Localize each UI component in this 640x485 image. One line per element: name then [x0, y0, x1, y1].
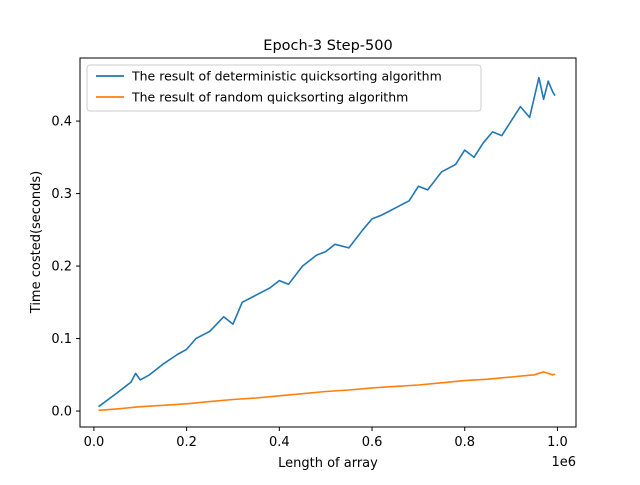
series-layer: [98, 76, 556, 412]
legend-box: [86, 64, 482, 112]
x-tick-label: 0.8: [454, 435, 475, 450]
legend: The result of deterministic quicksorting…: [86, 64, 482, 112]
legend-label-random: The result of random quicksorting algori…: [131, 90, 408, 105]
y-axis-title: Time costed(seconds): [29, 171, 44, 314]
plot-frame: [79, 57, 577, 428]
y-tick-label: 0.4: [51, 115, 72, 130]
y-tick-label: 0.2: [51, 260, 72, 275]
x-offset-label: 1e6: [551, 455, 576, 470]
y-tick-label: 0.1: [51, 332, 72, 347]
x-tick-label: 0.6: [362, 435, 383, 450]
ticks-layer: 0.0 0.2 0.4 0.6 0.8 1.0 0.0 0.1 0.2 0.3 0.4: [51, 115, 567, 450]
x-tick-label: 0.2: [176, 435, 197, 450]
x-tick-label: 0.0: [84, 435, 105, 450]
y-tick-label: 0.0: [51, 405, 72, 420]
plot-area: [80, 58, 576, 427]
legend-label-deterministic: The result of deterministic quicksorting…: [131, 69, 442, 84]
x-tick-label: 1.0: [547, 435, 568, 450]
x-tick-label: 0.4: [269, 435, 290, 450]
x-axis-title: Length of array: [278, 456, 378, 471]
series-line-0: [98, 76, 556, 408]
y-tick-label: 0.3: [51, 187, 72, 202]
series-line-1: [98, 371, 556, 412]
chart-title: Epoch-3 Step-500: [263, 38, 392, 54]
